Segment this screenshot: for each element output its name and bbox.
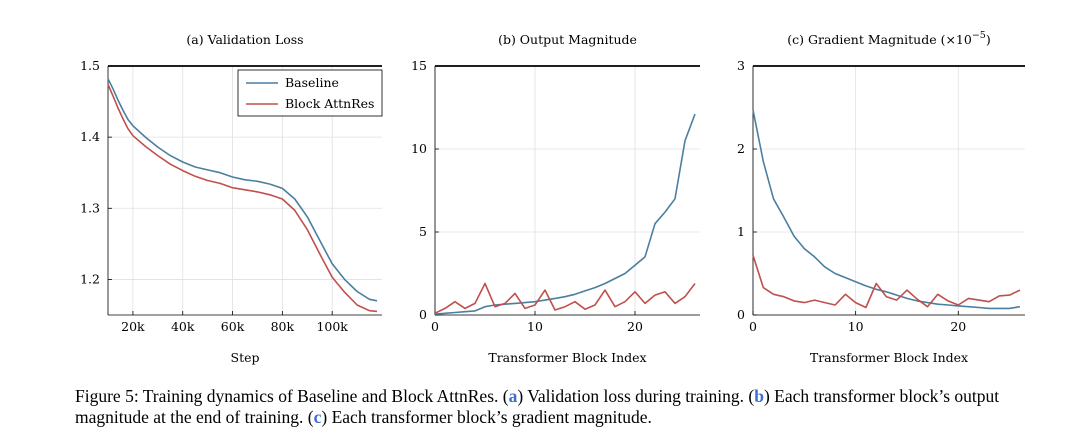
panel-a-x-label: Step: [231, 350, 260, 365]
legend-label-block-attnres: Block AttnRes: [285, 96, 374, 111]
panel-c-y-tick-label: 0: [737, 307, 745, 322]
panel-b-x-tick-label: 20: [627, 319, 643, 334]
panel-a-series-block-attnres-line: [107, 84, 378, 313]
panel-c-series-baseline-line: [752, 109, 1021, 310]
panel-c-y-tick-label: 1: [737, 224, 745, 239]
panel-c-y-tick-label: 3: [737, 58, 745, 73]
panel-a-y-tick-label: 1.4: [80, 129, 100, 144]
panel-a-x-tick-label: 100k: [316, 319, 348, 334]
legend-label-baseline: Baseline: [285, 75, 339, 90]
panel-b-series-block-attnres-line: [434, 282, 696, 315]
caption-ref-b[interactable]: b: [754, 386, 764, 406]
panel-b-x-label: Transformer Block Index: [488, 350, 646, 365]
panel-a-series-baseline-line: [107, 78, 378, 302]
panel-c-x-tick-label: 0: [749, 319, 757, 334]
caption-ref-c[interactable]: c: [313, 407, 322, 427]
panel-b-y-tick-label: 15: [411, 58, 427, 73]
panel-a-y-tick-label: 1.2: [80, 271, 100, 286]
panel-c-series-block-attnres-line: [752, 254, 1021, 309]
caption-text-b: ) Each transformer block’s output magnit…: [75, 386, 1000, 427]
panel-c-x-tick-label: 20: [950, 319, 966, 334]
caption-text-c: ) Each transformer block’s gradient magn…: [321, 407, 652, 427]
panel-a-title: (a) Validation Loss: [186, 32, 303, 47]
panel-c-title-superscript: −5: [972, 30, 986, 41]
panel-a-x-tick-label: 40k: [171, 319, 195, 334]
panel-a-x-tick-label: 80k: [271, 319, 295, 334]
panel-b-y-tick-label: 5: [419, 224, 427, 239]
panel-c-y-tick-label: 2: [737, 141, 745, 156]
panel-a-x-tick-label: 60k: [221, 319, 245, 334]
panel-b-x-tick-label: 0: [431, 319, 439, 334]
panel-c-title: (c) Gradient Magnitude (×10−5): [787, 30, 991, 47]
panel-b-x-tick-label: 10: [527, 319, 543, 334]
panel-b-title: (b) Output Magnitude: [498, 32, 637, 47]
caption-ref-a[interactable]: a: [508, 386, 518, 406]
figure-caption: Figure 5: Training dynamics of Baseline …: [75, 386, 1065, 428]
caption-text-a: ) Validation loss during training. (: [517, 386, 755, 406]
panel-a-x-tick-label: 20k: [121, 319, 145, 334]
panel-c-title-end: ): [986, 32, 991, 47]
panel-c-x-label: Transformer Block Index: [810, 350, 968, 365]
panel-a-y-tick-label: 1.5: [80, 58, 100, 73]
figure-panels: 20k 40k 60k 80k 100k 1.2 1.3 1.4 1.5 (a) Validati…: [80, 30, 1025, 365]
legend-box: [237, 69, 383, 117]
caption-prefix: Figure 5: Training dynamics of Baseline …: [75, 386, 509, 406]
panel-b-y-tick-label: 10: [411, 141, 427, 156]
panel-b-series-baseline-line: [434, 113, 696, 315]
panel-c-x-tick-label: 10: [848, 319, 864, 334]
panel-a-y-tick-label: 1.3: [80, 200, 100, 215]
panel-b-y-tick-label: 0: [419, 307, 427, 322]
